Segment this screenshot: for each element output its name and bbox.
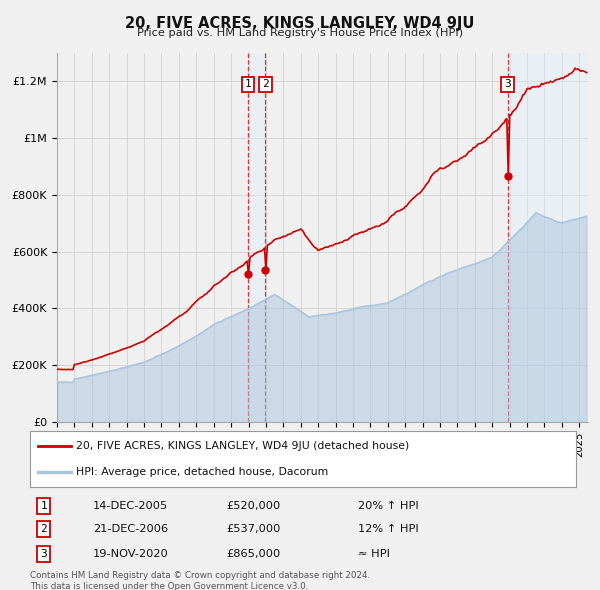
Text: ≈ HPI: ≈ HPI	[358, 549, 389, 559]
Text: 20% ↑ HPI: 20% ↑ HPI	[358, 502, 418, 511]
Text: 1: 1	[40, 502, 47, 511]
Text: Contains HM Land Registry data © Crown copyright and database right 2024.
This d: Contains HM Land Registry data © Crown c…	[30, 571, 370, 590]
Text: 14-DEC-2005: 14-DEC-2005	[93, 502, 168, 511]
Text: Price paid vs. HM Land Registry's House Price Index (HPI): Price paid vs. HM Land Registry's House …	[137, 28, 463, 38]
Text: HPI: Average price, detached house, Dacorum: HPI: Average price, detached house, Daco…	[76, 467, 329, 477]
Text: 19-NOV-2020: 19-NOV-2020	[93, 549, 169, 559]
Text: 20, FIVE ACRES, KINGS LANGLEY, WD4 9JU (detached house): 20, FIVE ACRES, KINGS LANGLEY, WD4 9JU (…	[76, 441, 410, 451]
Text: 1: 1	[244, 80, 251, 90]
Bar	[248, 53, 265, 422]
Text: 3: 3	[40, 549, 47, 559]
Text: 3: 3	[504, 80, 511, 90]
Text: 2: 2	[40, 525, 47, 534]
Text: £537,000: £537,000	[227, 525, 281, 534]
Bar	[508, 53, 588, 422]
Text: £865,000: £865,000	[227, 549, 281, 559]
Text: 2: 2	[262, 80, 269, 90]
Text: 12% ↑ HPI: 12% ↑ HPI	[358, 525, 418, 534]
Text: 20, FIVE ACRES, KINGS LANGLEY, WD4 9JU: 20, FIVE ACRES, KINGS LANGLEY, WD4 9JU	[125, 16, 475, 31]
Text: £520,000: £520,000	[227, 502, 281, 511]
Text: 21-DEC-2006: 21-DEC-2006	[93, 525, 168, 534]
